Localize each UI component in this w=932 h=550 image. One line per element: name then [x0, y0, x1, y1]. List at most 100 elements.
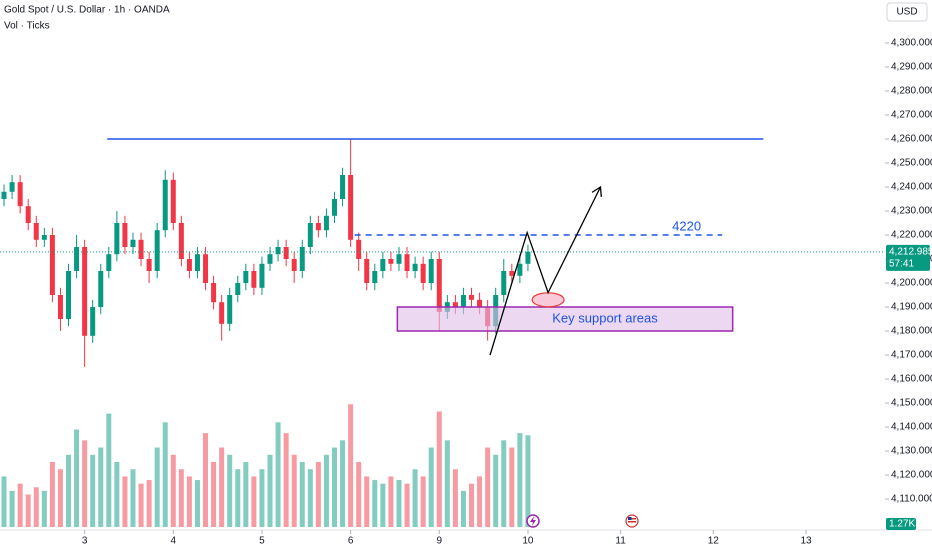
candle-body [436, 258, 442, 312]
volume-bar [307, 469, 313, 527]
y-tick-label: 4,180.000 [891, 326, 932, 337]
y-tick-label: 4,150.000 [891, 398, 932, 409]
x-tick-label: 6 [348, 536, 354, 547]
volume-bar [33, 487, 39, 527]
volume-bar [436, 411, 442, 527]
volume-bar [323, 454, 329, 527]
candle-body [66, 271, 72, 320]
candle-body [509, 271, 515, 276]
candle-body [275, 246, 281, 255]
volume-bar [517, 433, 523, 527]
candle-body [404, 254, 410, 272]
chart-title: Gold Spot / U.S. Dollar · 1h · OANDA [4, 5, 170, 16]
volume-bar [98, 447, 104, 527]
volume-bar [162, 422, 168, 527]
y-tick-label: 4,160.000 [891, 374, 932, 385]
icon-stripe [628, 518, 636, 520]
y-tick-label: 4,250.000 [891, 158, 932, 169]
candle-body [331, 198, 337, 216]
volume-bar [525, 435, 531, 527]
volume-bar [235, 469, 241, 527]
volume-bar [219, 447, 225, 527]
currency-box[interactable] [886, 2, 928, 22]
volume-bar [114, 462, 120, 527]
volume-bar [452, 469, 458, 527]
volume-bar [178, 469, 184, 527]
projection-arrow [489, 186, 602, 356]
event-icon[interactable] [526, 514, 540, 528]
y-tick-label: 4,280.000 [891, 86, 932, 97]
x-tick-label: 4 [171, 536, 177, 547]
candle-body [138, 239, 144, 259]
candle-body [525, 251, 531, 264]
volume-bar [251, 476, 257, 527]
volume-bar [509, 447, 515, 527]
candle-body [49, 234, 55, 296]
volume-bar [364, 476, 370, 527]
candle-body [315, 222, 321, 231]
x-tick-label: 12 [708, 536, 720, 547]
candle-body [251, 271, 257, 288]
x-tick-label: 10 [522, 536, 534, 547]
candle-body [307, 222, 313, 247]
candle-body [259, 263, 265, 288]
candle-body [1, 191, 7, 199]
candle-body [396, 254, 402, 264]
x-tick-label: 3 [82, 536, 88, 547]
volume-bar [388, 476, 394, 527]
candle-body [235, 283, 241, 296]
volume-label-box [886, 518, 916, 530]
support-zone [396, 306, 734, 332]
y-tick-label: 4,260.000 [891, 134, 932, 145]
x-tick-label: 13 [800, 536, 812, 547]
candle-body [517, 263, 523, 276]
y-tick-label: 4,220.000 [891, 230, 932, 241]
volume-bar [227, 454, 233, 527]
plot [1, 138, 531, 527]
volume-bar [291, 454, 297, 527]
volume-bar [396, 480, 402, 527]
candle-body [388, 258, 394, 264]
volume-bar [372, 480, 378, 527]
volume-bar [348, 404, 354, 527]
volume-bar [460, 490, 466, 527]
candle-body [146, 258, 152, 272]
arrow-head [591, 185, 602, 198]
volume-title: Vol · Ticks [4, 21, 50, 32]
volume-bar [356, 462, 362, 527]
volume-bar [299, 462, 305, 527]
volume-bar [501, 440, 507, 527]
volume-bar [130, 469, 136, 527]
volume-bar [340, 440, 346, 527]
volume-bar [331, 447, 337, 527]
volume-bar [154, 447, 160, 527]
volume-bar [106, 413, 112, 527]
volume-bar [211, 462, 217, 527]
candle-body [501, 271, 507, 296]
y-tick-label: 4,300.000 [891, 38, 932, 49]
candle-body [267, 254, 273, 264]
candle-body [469, 295, 475, 300]
volume-bar [186, 476, 192, 527]
candle-body [170, 179, 176, 223]
current-price-label: 4,212.985 [889, 246, 932, 257]
candle-body [291, 258, 297, 272]
flag-icon[interactable] [625, 514, 639, 528]
candle-body [41, 234, 47, 240]
candle-body [477, 299, 483, 308]
candle-body [122, 222, 128, 247]
candle-body [114, 222, 120, 255]
candle-body [9, 182, 15, 192]
candle-body [283, 246, 289, 259]
candle-body [98, 271, 104, 308]
volume-bar [428, 447, 434, 527]
support-label: Key support areas [552, 310, 658, 325]
volume-bar [74, 429, 80, 527]
volume-bar [275, 422, 281, 527]
candle-body [227, 295, 233, 324]
candle-body [57, 295, 63, 320]
volume-bar [170, 454, 176, 527]
candle-body [356, 239, 362, 259]
candle-body [90, 307, 96, 336]
